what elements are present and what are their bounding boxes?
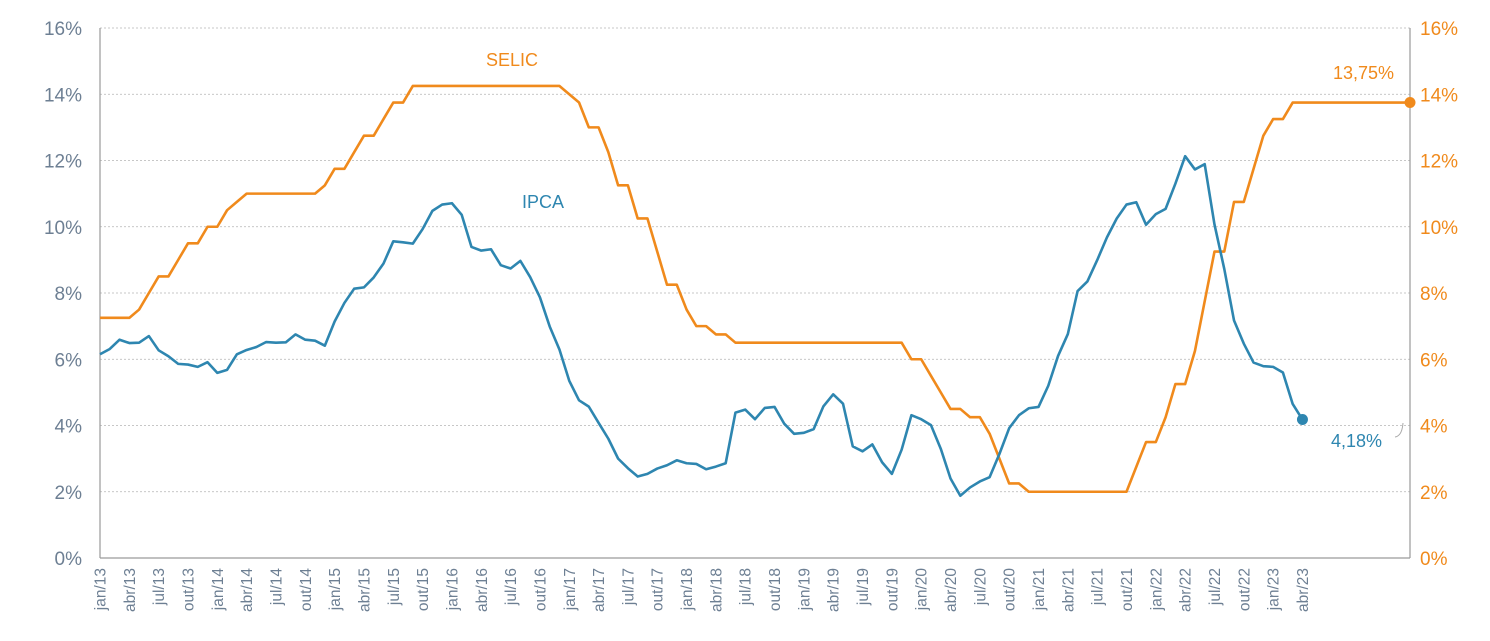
left-y-tick-label: 6% xyxy=(55,350,83,371)
right-y-tick-label: 0% xyxy=(1420,549,1448,570)
right-y-tick-label: 16% xyxy=(1420,19,1458,40)
left-y-tick-label: 14% xyxy=(44,85,82,106)
right-y-tick-label: 10% xyxy=(1420,218,1458,239)
x-tick-label: abr/18 xyxy=(708,568,725,612)
x-tick-label: jul/16 xyxy=(503,568,520,606)
x-tick-label: abr/20 xyxy=(943,568,960,612)
x-tick-label: out/16 xyxy=(532,568,549,611)
x-axis-ticks: jan/13 abr/13 jul/13 out/13 jan/14 abr/14 jul/… xyxy=(93,568,1312,612)
selic-series-label: SELIC xyxy=(486,50,538,70)
x-tick-label: abr/13 xyxy=(122,568,139,612)
left-y-tick-label: 12% xyxy=(44,152,82,173)
x-tick-label: jul/15 xyxy=(386,568,403,606)
selic-last-value-label: 13,75% xyxy=(1333,63,1394,83)
left-y-tick-label: 0% xyxy=(55,549,83,570)
x-tick-label: out/14 xyxy=(298,568,315,611)
x-tick-label: jul/20 xyxy=(972,568,989,606)
x-tick-label: jan/17 xyxy=(562,568,579,611)
left-y-tick-label: 16% xyxy=(44,19,82,40)
x-tick-label: jan/16 xyxy=(444,568,461,611)
x-tick-label: jan/18 xyxy=(679,568,696,611)
x-tick-label: abr/17 xyxy=(591,568,608,612)
x-tick-label: jul/14 xyxy=(268,568,285,606)
x-tick-label: jan/19 xyxy=(796,568,813,611)
x-tick-label: out/19 xyxy=(884,568,901,611)
right-y-tick-label: 4% xyxy=(1420,417,1448,438)
x-tick-label: jan/15 xyxy=(327,568,344,611)
x-tick-label: out/18 xyxy=(767,568,784,611)
right-y-tick-label: 6% xyxy=(1420,350,1448,371)
x-tick-label: jan/21 xyxy=(1031,568,1048,611)
x-tick-label: abr/16 xyxy=(474,568,491,612)
right-y-axis-ticks: 0% 2% 4% 6% 8% 10% 12% 14% 16% xyxy=(1420,19,1458,570)
left-y-tick-label: 2% xyxy=(55,483,83,504)
right-y-tick-label: 12% xyxy=(1420,152,1458,173)
x-tick-label: jan/22 xyxy=(1148,568,1165,611)
x-tick-label: abr/15 xyxy=(356,568,373,612)
series-line-selic xyxy=(100,84,1410,494)
left-y-tick-label: 10% xyxy=(44,218,82,239)
x-tick-label: jan/14 xyxy=(210,568,227,612)
x-tick-label: abr/23 xyxy=(1295,568,1312,612)
ipca-label-leader-line xyxy=(1394,422,1404,438)
x-tick-label: out/17 xyxy=(650,568,667,611)
x-tick-label: jan/13 xyxy=(93,568,110,611)
left-y-tick-label: 4% xyxy=(55,417,83,438)
right-y-tick-label: 8% xyxy=(1420,284,1448,305)
ipca-last-value-label: 4,18% xyxy=(1331,431,1382,451)
x-tick-label: out/20 xyxy=(1002,568,1019,611)
x-tick-label: abr/19 xyxy=(826,568,843,612)
x-tick-label: out/15 xyxy=(415,568,432,611)
x-tick-label: abr/14 xyxy=(239,568,256,612)
x-tick-label: jul/19 xyxy=(855,568,872,606)
x-tick-label: abr/22 xyxy=(1178,568,1195,612)
x-tick-label: jul/17 xyxy=(620,568,637,606)
left-y-axis-ticks: 0% 2% 4% 6% 8% 10% 12% 14% 16% xyxy=(44,19,82,570)
x-tick-label: jul/18 xyxy=(738,568,755,606)
right-y-tick-label: 2% xyxy=(1420,483,1448,504)
x-tick-label: out/13 xyxy=(180,568,197,611)
x-tick-label: jul/13 xyxy=(151,568,168,606)
series-line-ipca xyxy=(99,154,1304,498)
x-tick-label: jan/23 xyxy=(1266,568,1283,611)
left-y-tick-label: 8% xyxy=(55,284,83,305)
x-tick-label: out/22 xyxy=(1236,568,1253,611)
x-tick-label: jul/22 xyxy=(1207,568,1224,606)
right-y-tick-label: 14% xyxy=(1420,85,1458,106)
x-tick-label: jul/21 xyxy=(1090,568,1107,606)
x-tick-label: out/21 xyxy=(1119,568,1136,611)
selic-last-point xyxy=(1404,97,1416,109)
x-tick-label: abr/21 xyxy=(1060,568,1077,612)
ipca-series-label: IPCA xyxy=(522,192,564,212)
ipca-last-point xyxy=(1296,414,1308,426)
x-tick-label: jan/20 xyxy=(914,568,931,612)
